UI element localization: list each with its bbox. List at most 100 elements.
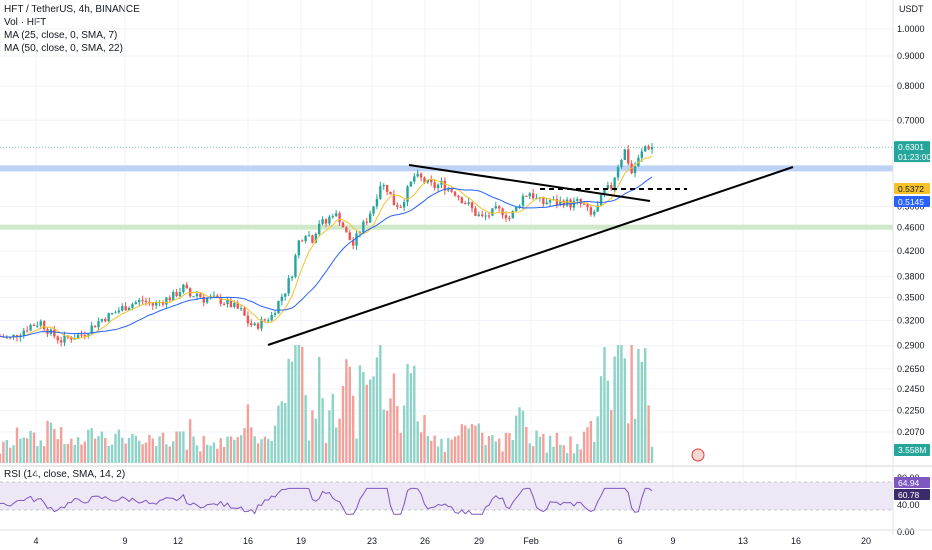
candle	[392, 194, 396, 206]
candle	[263, 319, 267, 321]
candle	[229, 299, 233, 308]
volume-bar	[107, 445, 110, 463]
volume-bar	[155, 446, 158, 463]
volume-bar	[586, 427, 589, 463]
candle	[497, 206, 501, 209]
volume-bar	[212, 442, 216, 463]
price-tick-label: 0.3800	[897, 272, 925, 282]
volume-bar	[131, 433, 134, 463]
candle	[385, 184, 389, 192]
volume-bar	[416, 421, 419, 463]
candle	[494, 206, 497, 209]
volume-bar	[2, 441, 5, 463]
price-tick-label: 1.0000	[897, 24, 925, 34]
candle	[253, 323, 256, 326]
volume-bar	[487, 435, 491, 463]
candle	[416, 173, 419, 177]
candle	[56, 336, 59, 341]
candle	[141, 300, 144, 302]
candle	[32, 324, 36, 326]
candle	[83, 334, 87, 336]
volume-bar	[301, 346, 304, 463]
volume-bar	[409, 373, 413, 463]
candle	[138, 300, 141, 303]
candle	[307, 235, 311, 237]
last-price-label-bg	[894, 141, 930, 163]
candle	[324, 219, 328, 224]
candle	[12, 334, 15, 338]
candle	[647, 146, 650, 150]
volume-bar	[83, 441, 87, 463]
volume-bar	[565, 453, 569, 463]
candle	[365, 221, 368, 223]
candle	[151, 303, 155, 306]
volume-bar	[548, 435, 552, 463]
time-tick-label: 9	[122, 536, 127, 546]
candle	[8, 337, 12, 339]
candle	[419, 173, 423, 178]
candle	[205, 298, 209, 303]
candle	[389, 191, 392, 195]
candle	[351, 240, 355, 246]
candle	[633, 166, 637, 174]
volume-bar	[239, 435, 243, 463]
volume-bar	[250, 427, 253, 463]
ascending-trendline	[267, 166, 794, 346]
volume-bar	[178, 431, 182, 463]
volume-bar	[25, 438, 29, 463]
volume-bar	[192, 436, 195, 463]
candle	[273, 313, 277, 316]
candle	[572, 200, 576, 208]
volume-bar	[620, 345, 623, 463]
candle	[15, 334, 19, 338]
candle	[114, 312, 117, 314]
volume-bar	[318, 356, 321, 463]
volume-bar	[209, 445, 212, 463]
candle	[487, 215, 491, 217]
candle	[63, 335, 66, 343]
volume-bar	[338, 418, 341, 463]
candle	[586, 204, 589, 208]
volume-bar	[464, 425, 467, 463]
candle	[491, 208, 494, 216]
volume-bar	[545, 452, 548, 463]
volume-bar	[161, 432, 165, 463]
volume-bar	[447, 438, 450, 463]
candle	[447, 188, 450, 191]
candle	[457, 195, 460, 198]
volume-bar	[39, 440, 42, 463]
volume-bar	[518, 407, 521, 463]
volume-bar	[314, 418, 318, 463]
candle	[406, 186, 409, 203]
candle	[76, 334, 80, 339]
time-tick-label: 12	[173, 536, 183, 546]
volume-bar	[481, 432, 484, 463]
candle	[80, 334, 83, 336]
price-tick-label: 0.2070	[897, 427, 925, 437]
volume-bar	[419, 432, 423, 463]
volume-bar	[233, 439, 236, 463]
candle	[423, 177, 426, 183]
volume-bar	[273, 425, 277, 463]
volume-bar	[19, 438, 22, 463]
volume-bar	[49, 422, 53, 463]
volume-bar	[630, 345, 633, 463]
candle	[599, 195, 603, 206]
volume-bar	[351, 395, 355, 463]
volume-bar	[100, 431, 104, 463]
volume-bar	[22, 437, 25, 463]
candle	[42, 321, 46, 330]
volume-bar	[633, 418, 637, 463]
volume-bar	[372, 376, 375, 463]
candle	[382, 184, 385, 187]
volume-bar	[171, 441, 175, 463]
rsi-ma-label-bg	[894, 489, 930, 500]
volume-bar	[226, 436, 229, 463]
candle	[528, 193, 531, 197]
volume-bar	[53, 428, 56, 463]
volume-bar	[168, 446, 171, 463]
volume-bar	[334, 427, 338, 463]
volume-bar	[205, 444, 209, 463]
candle	[606, 185, 610, 189]
